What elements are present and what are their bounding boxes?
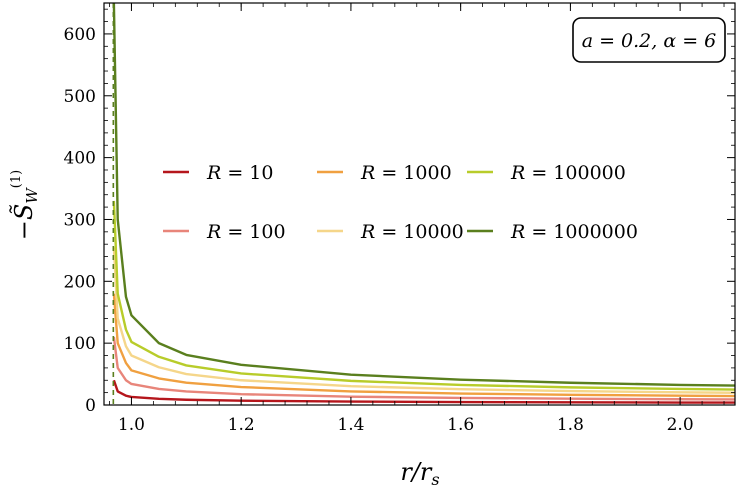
x-tick-label: 2.0 — [667, 415, 694, 435]
y-tick-label: 600 — [64, 25, 96, 45]
legend-item: R = 100 — [163, 221, 286, 243]
y-tick-label: 500 — [64, 87, 96, 107]
y-tick-label: 200 — [64, 272, 96, 292]
plot-frame — [103, 2, 736, 406]
series-line-4 — [112, 247, 735, 394]
legend: R = 10 R = 100 R = 1000 R = 10000 R = 100000… — [163, 162, 638, 243]
legend-item: R = 100000 — [467, 162, 626, 184]
legend-item: R = 10000 — [317, 221, 464, 243]
series-line-1 — [112, 379, 735, 404]
y-tick-label: 0 — [85, 396, 96, 416]
y-tick-label: 400 — [64, 149, 96, 169]
annotation-text: a = 0.2, α = 6 — [582, 30, 717, 52]
series-line-3 — [112, 293, 735, 398]
axes: 1.0 1.2 1.4 1.6 1.8 2.0 0 100 200 300 400 500 600 — [64, 2, 736, 435]
series-line-6 — [112, 3, 735, 387]
svg-text:R = 10: R = 10 — [206, 162, 274, 184]
legend-item: R = 10 — [163, 162, 274, 184]
series-line-5 — [112, 200, 735, 391]
y-tick-label: 300 — [64, 210, 96, 230]
x-tick-label: 1.0 — [118, 415, 145, 435]
x-axis-label: r/rs — [400, 458, 439, 489]
legend-item: R = 1000000 — [467, 221, 638, 243]
legend-item: R = 1000 — [317, 162, 452, 184]
svg-text:R = 1000: R = 1000 — [360, 162, 452, 184]
svg-text:R = 1000000: R = 1000000 — [510, 221, 638, 243]
series-line-2 — [112, 336, 735, 401]
x-tick-label: 1.4 — [337, 415, 364, 435]
svg-text:R = 10000: R = 10000 — [360, 221, 464, 243]
x-tick-label: 1.8 — [557, 415, 584, 435]
y-tick-label: 100 — [64, 334, 96, 354]
y-axis-label: −S̃W(1) — [9, 170, 41, 240]
svg-text:R = 100: R = 100 — [206, 221, 286, 243]
annotation-box: a = 0.2, α = 6 — [572, 17, 726, 63]
svg-text:−S̃W(1): −S̃W(1) — [9, 170, 41, 240]
x-tick-label: 1.6 — [447, 415, 474, 435]
x-tick-label: 1.2 — [228, 415, 255, 435]
svg-text:R = 100000: R = 100000 — [510, 162, 626, 184]
plot-area — [112, 3, 735, 405]
